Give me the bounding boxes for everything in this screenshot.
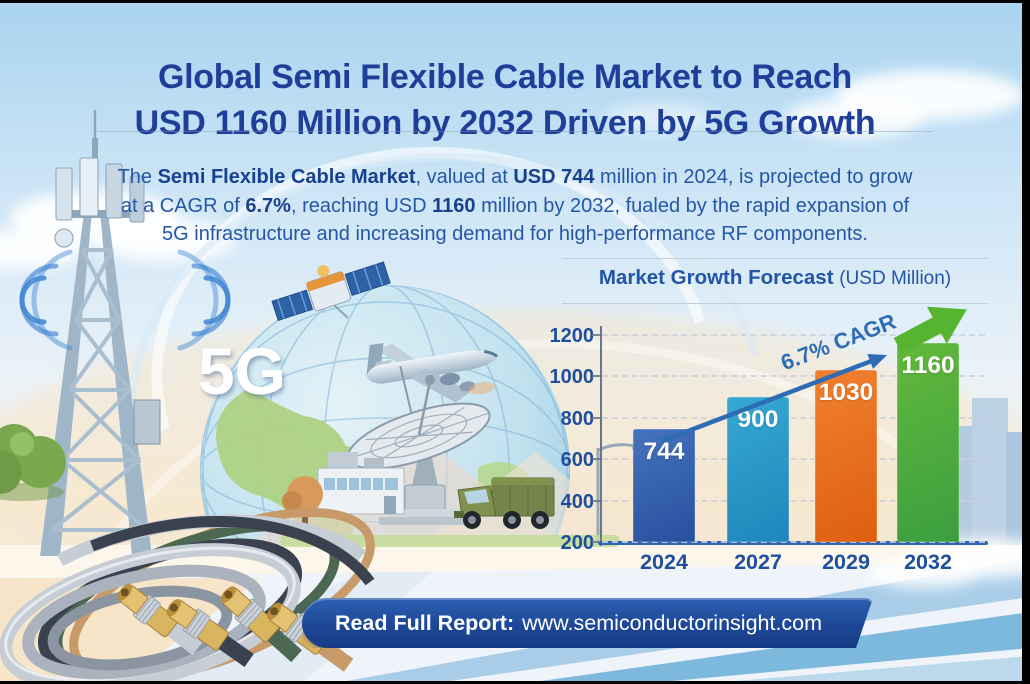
y-axis-label-1000: 1000 bbox=[549, 366, 595, 389]
intro-text: The Semi Flexible Cable Market, valued a… bbox=[115, 163, 915, 249]
intro-highlight: 1160 bbox=[432, 194, 476, 217]
bar-chart-plot: 744 900 1030 1160 bbox=[592, 334, 988, 545]
airplane-icon bbox=[366, 342, 499, 403]
intro-segment: , valued at bbox=[415, 166, 514, 188]
bar-value-2027: 900 bbox=[737, 406, 779, 434]
radio-waves-icon bbox=[19, 249, 231, 351]
city-cloud bbox=[867, 538, 1030, 588]
intro-segment: million in 2024, is projected to grow at… bbox=[120, 166, 913, 217]
bar-value-2024: 744 bbox=[643, 438, 685, 466]
satellite-dish-icon bbox=[347, 366, 491, 525]
banner-url: www.semiconductorinsight.com bbox=[522, 610, 823, 635]
chart-title-text: Market Growth Forecast bbox=[598, 266, 834, 289]
truck-icon bbox=[454, 477, 555, 529]
chart-divider-bottom bbox=[562, 303, 988, 304]
intro-highlight: Semi Flexible Cable Market bbox=[157, 166, 416, 188]
banner-cta-label: Read Full Report: bbox=[334, 610, 515, 635]
intro-segment: million by 2032, fualed by the rapid exp… bbox=[162, 194, 910, 246]
y-axis-label-200: 200 bbox=[560, 532, 594, 554]
gridline-200 bbox=[592, 541, 985, 543]
y-axis-label-400: 400 bbox=[560, 490, 594, 513]
x-axis-line bbox=[598, 541, 988, 545]
chart-divider-top bbox=[562, 258, 988, 259]
intro-segment: The bbox=[117, 166, 158, 188]
x-axis-label-2032: 2032 bbox=[904, 550, 952, 574]
x-axis-label-2027: 2027 bbox=[734, 550, 782, 574]
bar-2032: 1160 bbox=[897, 343, 959, 542]
cables-illustration bbox=[0, 507, 375, 684]
frame-edge-right bbox=[1022, 0, 1030, 684]
chart-title-unit: (USD Million) bbox=[839, 268, 952, 289]
gridline-400 bbox=[592, 499, 985, 502]
gridline-1200 bbox=[592, 334, 985, 336]
5g-label: 5G bbox=[198, 334, 286, 408]
gridline-600 bbox=[592, 458, 985, 461]
x-axis-labels: 2024 2027 2029 2032 bbox=[602, 550, 987, 576]
frame-edge-bottom bbox=[0, 681, 1030, 684]
intro-segment: , reaching USD bbox=[290, 194, 433, 217]
bar-2024: 744 bbox=[633, 429, 695, 542]
bar-value-2029: 1030 bbox=[818, 379, 874, 407]
x-axis-label-2024: 2024 bbox=[640, 550, 688, 574]
bar-2027: 900 bbox=[727, 397, 789, 542]
bar-value-2032: 1160 bbox=[901, 352, 955, 380]
title-line-2: USD 1160 Million by 2032 Driven by 5G Gr… bbox=[134, 103, 876, 142]
bar-2029: 1030 bbox=[815, 370, 877, 542]
satellite-icon bbox=[271, 261, 391, 322]
building-illustration bbox=[317, 452, 405, 515]
chart-title: Market Growth Forecast (USD Million) bbox=[562, 266, 988, 290]
x-axis-label-2029: 2029 bbox=[822, 550, 870, 574]
intro-highlight: 6.7% bbox=[245, 194, 291, 217]
y-axis-label-1200: 1200 bbox=[549, 325, 595, 347]
y-axis-line bbox=[600, 326, 602, 546]
y-axis-labels: 200 400 600 800 1000 1200 bbox=[534, 325, 595, 554]
trees bbox=[0, 424, 620, 547]
intro-highlight: USD 744 bbox=[513, 166, 595, 188]
page-title: Global Semi Flexible Cable Market to Rea… bbox=[40, 54, 970, 146]
frame-edge-top bbox=[0, 0, 1030, 3]
title-line-1: Global Semi Flexible Cable Market to Rea… bbox=[157, 57, 853, 96]
y-axis-label-600: 600 bbox=[560, 449, 594, 472]
y-axis-label-800: 800 bbox=[560, 407, 594, 430]
title-divider bbox=[98, 131, 932, 132]
cell-tower-illustration bbox=[40, 110, 161, 556]
report-banner: Read Full Report: www.semiconductorinsig… bbox=[302, 598, 873, 648]
